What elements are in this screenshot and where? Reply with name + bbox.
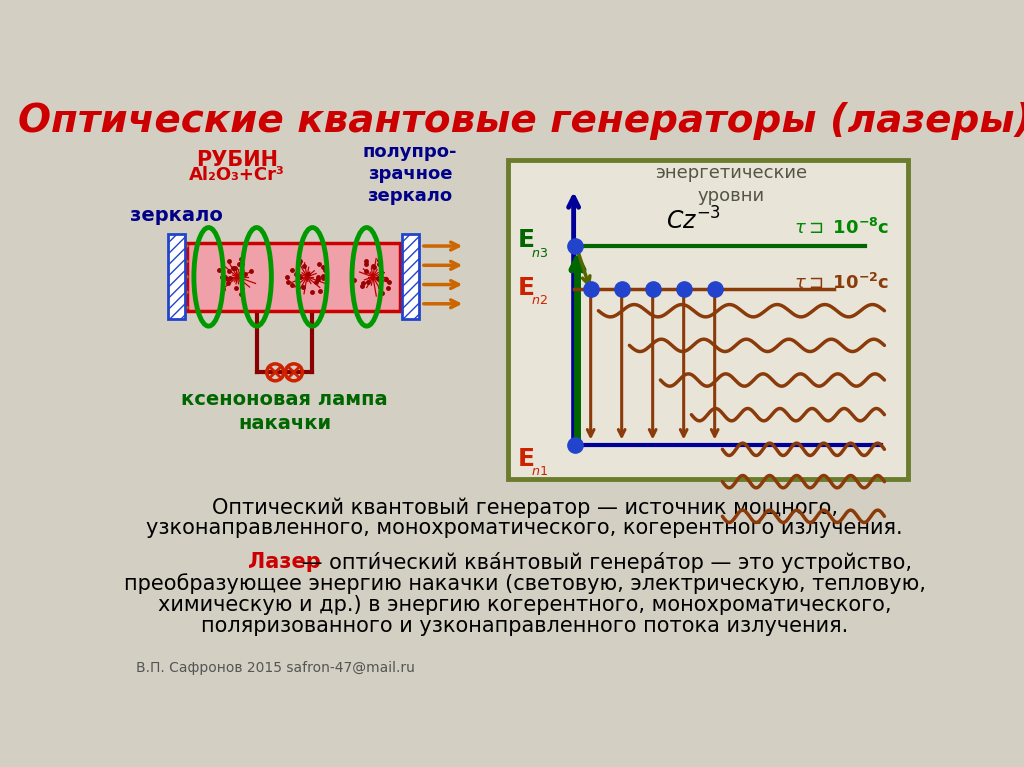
Text: преобразующее энергию накачки (световую, электрическую, тепловую,: преобразующее энергию накачки (световую,… (124, 573, 926, 594)
Text: зеркало: зеркало (130, 206, 223, 225)
Text: $\mathit{Cz}^{-3}$: $\mathit{Cz}^{-3}$ (667, 208, 721, 235)
Text: узконаправленного, монохроматического, когерентного излучения.: узконаправленного, монохроматического, к… (146, 518, 903, 538)
Text: ксеноновая лампа
накачки: ксеноновая лампа накачки (181, 390, 388, 433)
Bar (168, 235, 185, 319)
Text: РУБИН: РУБИН (197, 150, 279, 170)
FancyBboxPatch shape (508, 160, 907, 479)
Text: Al₂O₃+Cr³: Al₂O₃+Cr³ (189, 166, 285, 184)
Text: $_{n2}$: $_{n2}$ (531, 289, 548, 308)
Bar (187, 243, 400, 311)
Text: В.П. Сафронов 2015 safron-47@mail.ru: В.П. Сафронов 2015 safron-47@mail.ru (136, 661, 415, 675)
Text: $\mathbf{E}$: $\mathbf{E}$ (517, 446, 535, 471)
Bar (401, 235, 419, 319)
Text: Оптический квантовый генератор — источник мощного,: Оптический квантовый генератор — источни… (212, 498, 838, 518)
Text: поляризованного и узконаправленного потока излучения.: поляризованного и узконаправленного пото… (201, 617, 849, 637)
Text: полупро-
зрачное
зеркало: полупро- зрачное зеркало (362, 143, 458, 206)
Text: Оптические квантовые генераторы (лазеры): Оптические квантовые генераторы (лазеры) (17, 102, 1024, 140)
Text: $\mathbf{E}$: $\mathbf{E}$ (517, 275, 535, 300)
Text: энергетические
уровни: энергетические уровни (655, 164, 807, 205)
Text: $_{n1}$: $_{n1}$ (531, 460, 548, 479)
Text: $_{n3}$: $_{n3}$ (531, 242, 548, 261)
Text: — опти́ческий ква́нтовый генера́тор — это устройство,: — опти́ческий ква́нтовый генера́тор — эт… (295, 551, 912, 573)
Text: химическую и др.) в энергию когерентного, монохроматического,: химическую и др.) в энергию когерентного… (158, 595, 892, 615)
Text: $\tau \sqsupset\ \mathbf{10^{-2}}$с: $\tau \sqsupset\ \mathbf{10^{-2}}$с (795, 273, 890, 293)
Text: $\tau \sqsupset\ \mathbf{10^{-8}}$с: $\tau \sqsupset\ \mathbf{10^{-8}}$с (795, 218, 890, 238)
Text: Лазер: Лазер (248, 551, 321, 571)
Text: $\mathbf{E}$: $\mathbf{E}$ (517, 228, 535, 252)
